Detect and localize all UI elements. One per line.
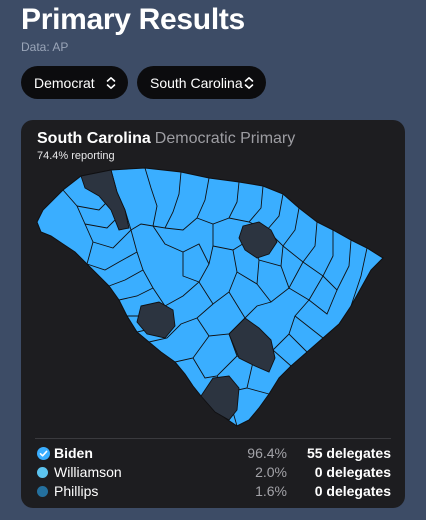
county-richland-area — [238, 221, 278, 259]
county-map[interactable] — [33, 166, 385, 430]
state-selector-value: South Carolina — [150, 74, 243, 91]
county-borders — [62, 167, 368, 427]
party-selector-value: Democrat — [34, 74, 95, 91]
state-selector[interactable]: South Carolina — [137, 66, 266, 99]
candidate-delegates: 0 delegates — [314, 483, 391, 499]
candidate-row-biden[interactable]: Biden 96.4% 55 delegates — [37, 444, 391, 463]
county-beaufort-area — [200, 375, 240, 421]
candidate-row-phillips[interactable]: Phillips 1.6% 0 delegates — [37, 482, 391, 501]
card-race-name: Democratic Primary — [154, 130, 296, 147]
card-state-name: South Carolina — [37, 130, 151, 147]
candidate-color-dot-icon — [37, 467, 48, 478]
party-selector[interactable]: Democrat — [21, 66, 128, 99]
candidate-name: Phillips — [54, 483, 99, 499]
reporting-status: 74.4% reporting — [37, 150, 115, 162]
candidate-row-williamson[interactable]: Williamson 2.0% 0 delegates — [37, 463, 391, 482]
candidate-delegates: 0 delegates — [314, 464, 391, 480]
county-aiken-area — [136, 301, 176, 339]
divider — [35, 438, 391, 439]
candidate-delegates: 55 delegates — [306, 445, 391, 461]
up-down-chevron-icon — [244, 76, 254, 89]
county-charleston-area — [228, 317, 276, 373]
card-header: South Carolina Democratic Primary — [37, 130, 295, 148]
candidate-name: Biden — [54, 445, 93, 461]
page-title: Primary Results — [21, 3, 245, 36]
county-oconee-area — [80, 169, 130, 231]
candidate-name: Williamson — [54, 464, 122, 480]
candidate-percent: 96.4% — [247, 445, 287, 461]
up-down-chevron-icon — [106, 76, 116, 89]
candidate-percent: 1.6% — [255, 483, 287, 499]
candidate-percent: 2.0% — [255, 464, 287, 480]
winner-check-icon — [37, 447, 50, 460]
no-results-counties — [80, 169, 278, 421]
data-source: Data: AP — [21, 40, 69, 54]
candidate-color-dot-icon — [37, 486, 48, 497]
candidate-results: Biden 96.4% 55 delegates Williamson 2.0%… — [37, 444, 391, 501]
results-card: South Carolina Democratic Primary 74.4% r… — [21, 120, 405, 508]
